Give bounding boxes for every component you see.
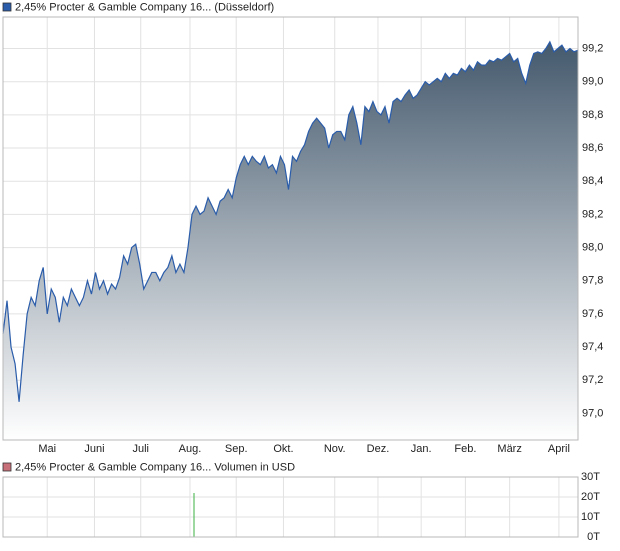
x-tick-label: Aug. — [179, 443, 202, 455]
y-tick-label: 98,8 — [582, 109, 603, 121]
x-tick-label: Juli — [132, 443, 149, 455]
legend-swatch — [2, 2, 12, 12]
y-tick-label: 99,0 — [582, 76, 603, 88]
x-tick-label: Dez. — [367, 443, 390, 455]
x-tick-label: Juni — [84, 443, 104, 455]
x-tick-label: März — [497, 443, 521, 455]
x-tick-label: April — [548, 443, 570, 455]
y-tick-label: 97,2 — [582, 374, 603, 386]
y-tick-label: 97,8 — [582, 275, 603, 287]
x-tick-label: Mai — [38, 443, 56, 455]
y-tick-label: 98,4 — [582, 175, 603, 187]
x-tick-label: Jan. — [411, 443, 432, 455]
x-tick-label: Feb. — [454, 443, 476, 455]
y-tick-label: 30T — [581, 471, 600, 483]
plot-border — [2, 16, 579, 441]
legend-label: 2,45% Procter & Gamble Company 16... Vol… — [15, 461, 295, 473]
legend-label: 2,45% Procter & Gamble Company 16... (Dü… — [15, 1, 274, 13]
y-tick-label: 98,2 — [582, 208, 603, 220]
y-tick-label: 20T — [581, 491, 600, 503]
y-tick-label: 97,0 — [582, 407, 603, 419]
y-tick-label: 97,6 — [582, 308, 603, 320]
price-line — [2, 40, 579, 402]
x-tick-label: Okt. — [273, 443, 293, 455]
y-tick-label: 10T — [581, 511, 600, 523]
y-tick-label: 98,6 — [582, 142, 603, 154]
y-tick-label: 97,4 — [582, 341, 603, 353]
price-area — [3, 41, 578, 440]
legend-swatch — [2, 462, 12, 472]
plot-background — [3, 477, 578, 537]
x-tick-label: Nov. — [324, 443, 346, 455]
plot-border — [2, 476, 579, 538]
y-tick-label: 0T — [587, 531, 600, 543]
y-tick-label: 98,0 — [582, 241, 603, 253]
x-tick-label: Sep. — [225, 443, 248, 455]
y-tick-label: 99,2 — [582, 42, 603, 54]
